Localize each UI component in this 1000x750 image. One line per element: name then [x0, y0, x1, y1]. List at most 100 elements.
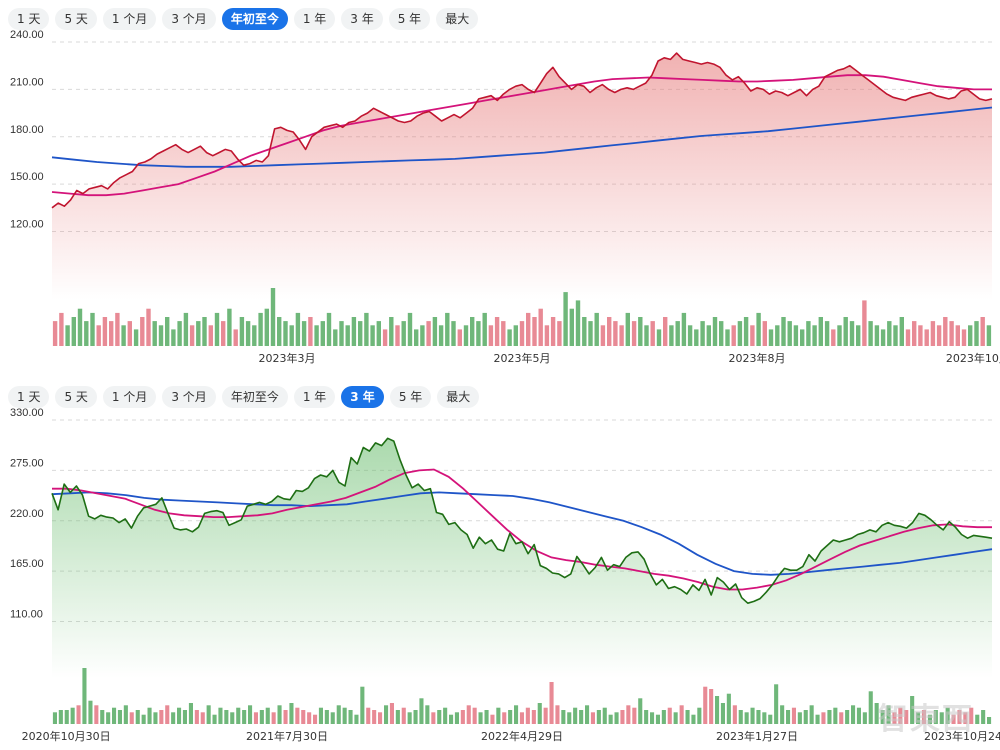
range-ytd-button[interactable]: 年初至今: [221, 386, 288, 408]
range-max-button[interactable]: 最大: [436, 8, 479, 30]
volume-bar: [218, 707, 223, 724]
volume-bar: [140, 317, 145, 346]
volume-bar: [655, 714, 660, 724]
volume-bar: [301, 321, 307, 346]
y-tick-label: 220.00: [10, 508, 44, 520]
volume-bar: [123, 705, 128, 724]
y-tick-label: 150.00: [10, 171, 44, 183]
volume-bar: [644, 325, 649, 346]
volume-bar: [963, 712, 968, 724]
volume-bar: [513, 325, 518, 346]
volume-bar: [395, 710, 400, 724]
range-5y-button[interactable]: 5 年: [388, 8, 431, 30]
volume-bar: [768, 714, 773, 724]
volume-bar: [94, 705, 99, 724]
volume-bar: [975, 714, 980, 724]
volume-bar: [188, 703, 193, 724]
volume-bar: [892, 712, 897, 724]
range-3y-button[interactable]: 3 年: [341, 8, 383, 30]
volume-bar: [600, 325, 606, 346]
range-1y-button[interactable]: 1 年: [293, 386, 336, 408]
volume-bar: [839, 712, 844, 724]
range-1m-button[interactable]: 1 个月: [102, 386, 157, 408]
volume-bar: [265, 707, 270, 724]
volume-bar: [921, 710, 926, 724]
range-1y-button[interactable]: 1 年: [293, 8, 336, 30]
volume-bar: [791, 707, 796, 724]
range-1m-button[interactable]: 1 个月: [102, 8, 157, 30]
volume-bar: [824, 321, 830, 346]
volume-bar: [831, 329, 836, 346]
range-ytd-button[interactable]: 年初至今: [221, 8, 288, 30]
volume-bar: [608, 714, 613, 724]
volume-bar: [675, 321, 680, 346]
volume-bar: [52, 321, 58, 346]
volume-bar: [437, 710, 442, 724]
volume-bar: [378, 712, 383, 724]
range-3y-button[interactable]: 3 年: [341, 386, 384, 408]
volume-bar: [561, 710, 566, 724]
volume-bar: [632, 707, 637, 724]
volume-bar: [109, 321, 114, 346]
volume-bar: [744, 712, 749, 724]
volume-bar: [939, 712, 944, 724]
volume-bar: [781, 317, 786, 346]
range-1d-button[interactable]: 1 天: [8, 386, 50, 408]
volume-bar: [691, 714, 696, 724]
volume-bar: [233, 329, 238, 346]
volume-bar: [426, 321, 431, 346]
range-selector-bottom: 1 天 5 天 1 个月 3 个月 年初至今 1 年 3 年 5 年 最大: [8, 386, 480, 408]
volume-bar: [258, 312, 263, 346]
volume-bar: [544, 325, 550, 346]
volume-bar: [318, 707, 323, 724]
volume-bar: [738, 710, 743, 724]
range-1d-button[interactable]: 1 天: [8, 8, 50, 30]
volume-bar: [59, 312, 64, 346]
volume-bar: [354, 714, 359, 724]
volume-bar: [239, 317, 245, 346]
volume-bar: [709, 689, 714, 724]
range-5d-button[interactable]: 5 天: [55, 386, 97, 408]
watermark-logo: 智東西: [878, 702, 974, 737]
volume-bar: [457, 329, 462, 346]
volume-bar: [614, 712, 619, 724]
volume-bar: [514, 705, 519, 724]
range-3m-button[interactable]: 3 个月: [162, 8, 216, 30]
range-3m-button[interactable]: 3 个月: [162, 386, 216, 408]
volume-bar: [933, 710, 938, 724]
x-tick-label: 2023年3月: [259, 351, 316, 365]
volume-bar: [631, 321, 637, 346]
x-tick-label: 2022年4月29日: [481, 729, 563, 743]
volume-bar: [336, 705, 341, 724]
volume-bar: [987, 717, 992, 724]
volume-bar: [910, 696, 915, 724]
volume-bar: [687, 325, 693, 346]
volume-bar: [731, 325, 736, 346]
y-tick-label: 180.00: [10, 124, 44, 136]
volume-bar: [330, 712, 335, 724]
volume-bar: [667, 707, 672, 724]
volume-bar: [259, 710, 264, 724]
volume-bar: [786, 710, 791, 724]
volume-bar: [563, 292, 568, 346]
volume-bar: [252, 325, 257, 346]
volume-bar: [384, 705, 389, 724]
volume-bar: [270, 288, 276, 346]
volume-bar: [425, 705, 430, 724]
range-5d-button[interactable]: 5 天: [55, 8, 97, 30]
volume-bar: [194, 710, 199, 724]
price-chart-ytd: 120.00 150.00 180.00 210.00 240.00 2023年3月 202…: [10, 29, 1000, 365]
volume-bar: [121, 325, 126, 346]
volume-bar: [152, 321, 157, 346]
volume-bar: [419, 698, 424, 724]
volume-bar: [490, 714, 495, 724]
volume-bar: [463, 325, 469, 346]
volume-bar: [271, 712, 276, 724]
volume-bar: [793, 325, 799, 346]
range-5y-button[interactable]: 5 年: [389, 386, 432, 408]
volume-bar: [607, 317, 612, 346]
volume-bar: [401, 321, 406, 346]
volume-bar: [76, 705, 81, 724]
range-max-button[interactable]: 最大: [437, 386, 480, 408]
volume-bar: [507, 329, 512, 346]
